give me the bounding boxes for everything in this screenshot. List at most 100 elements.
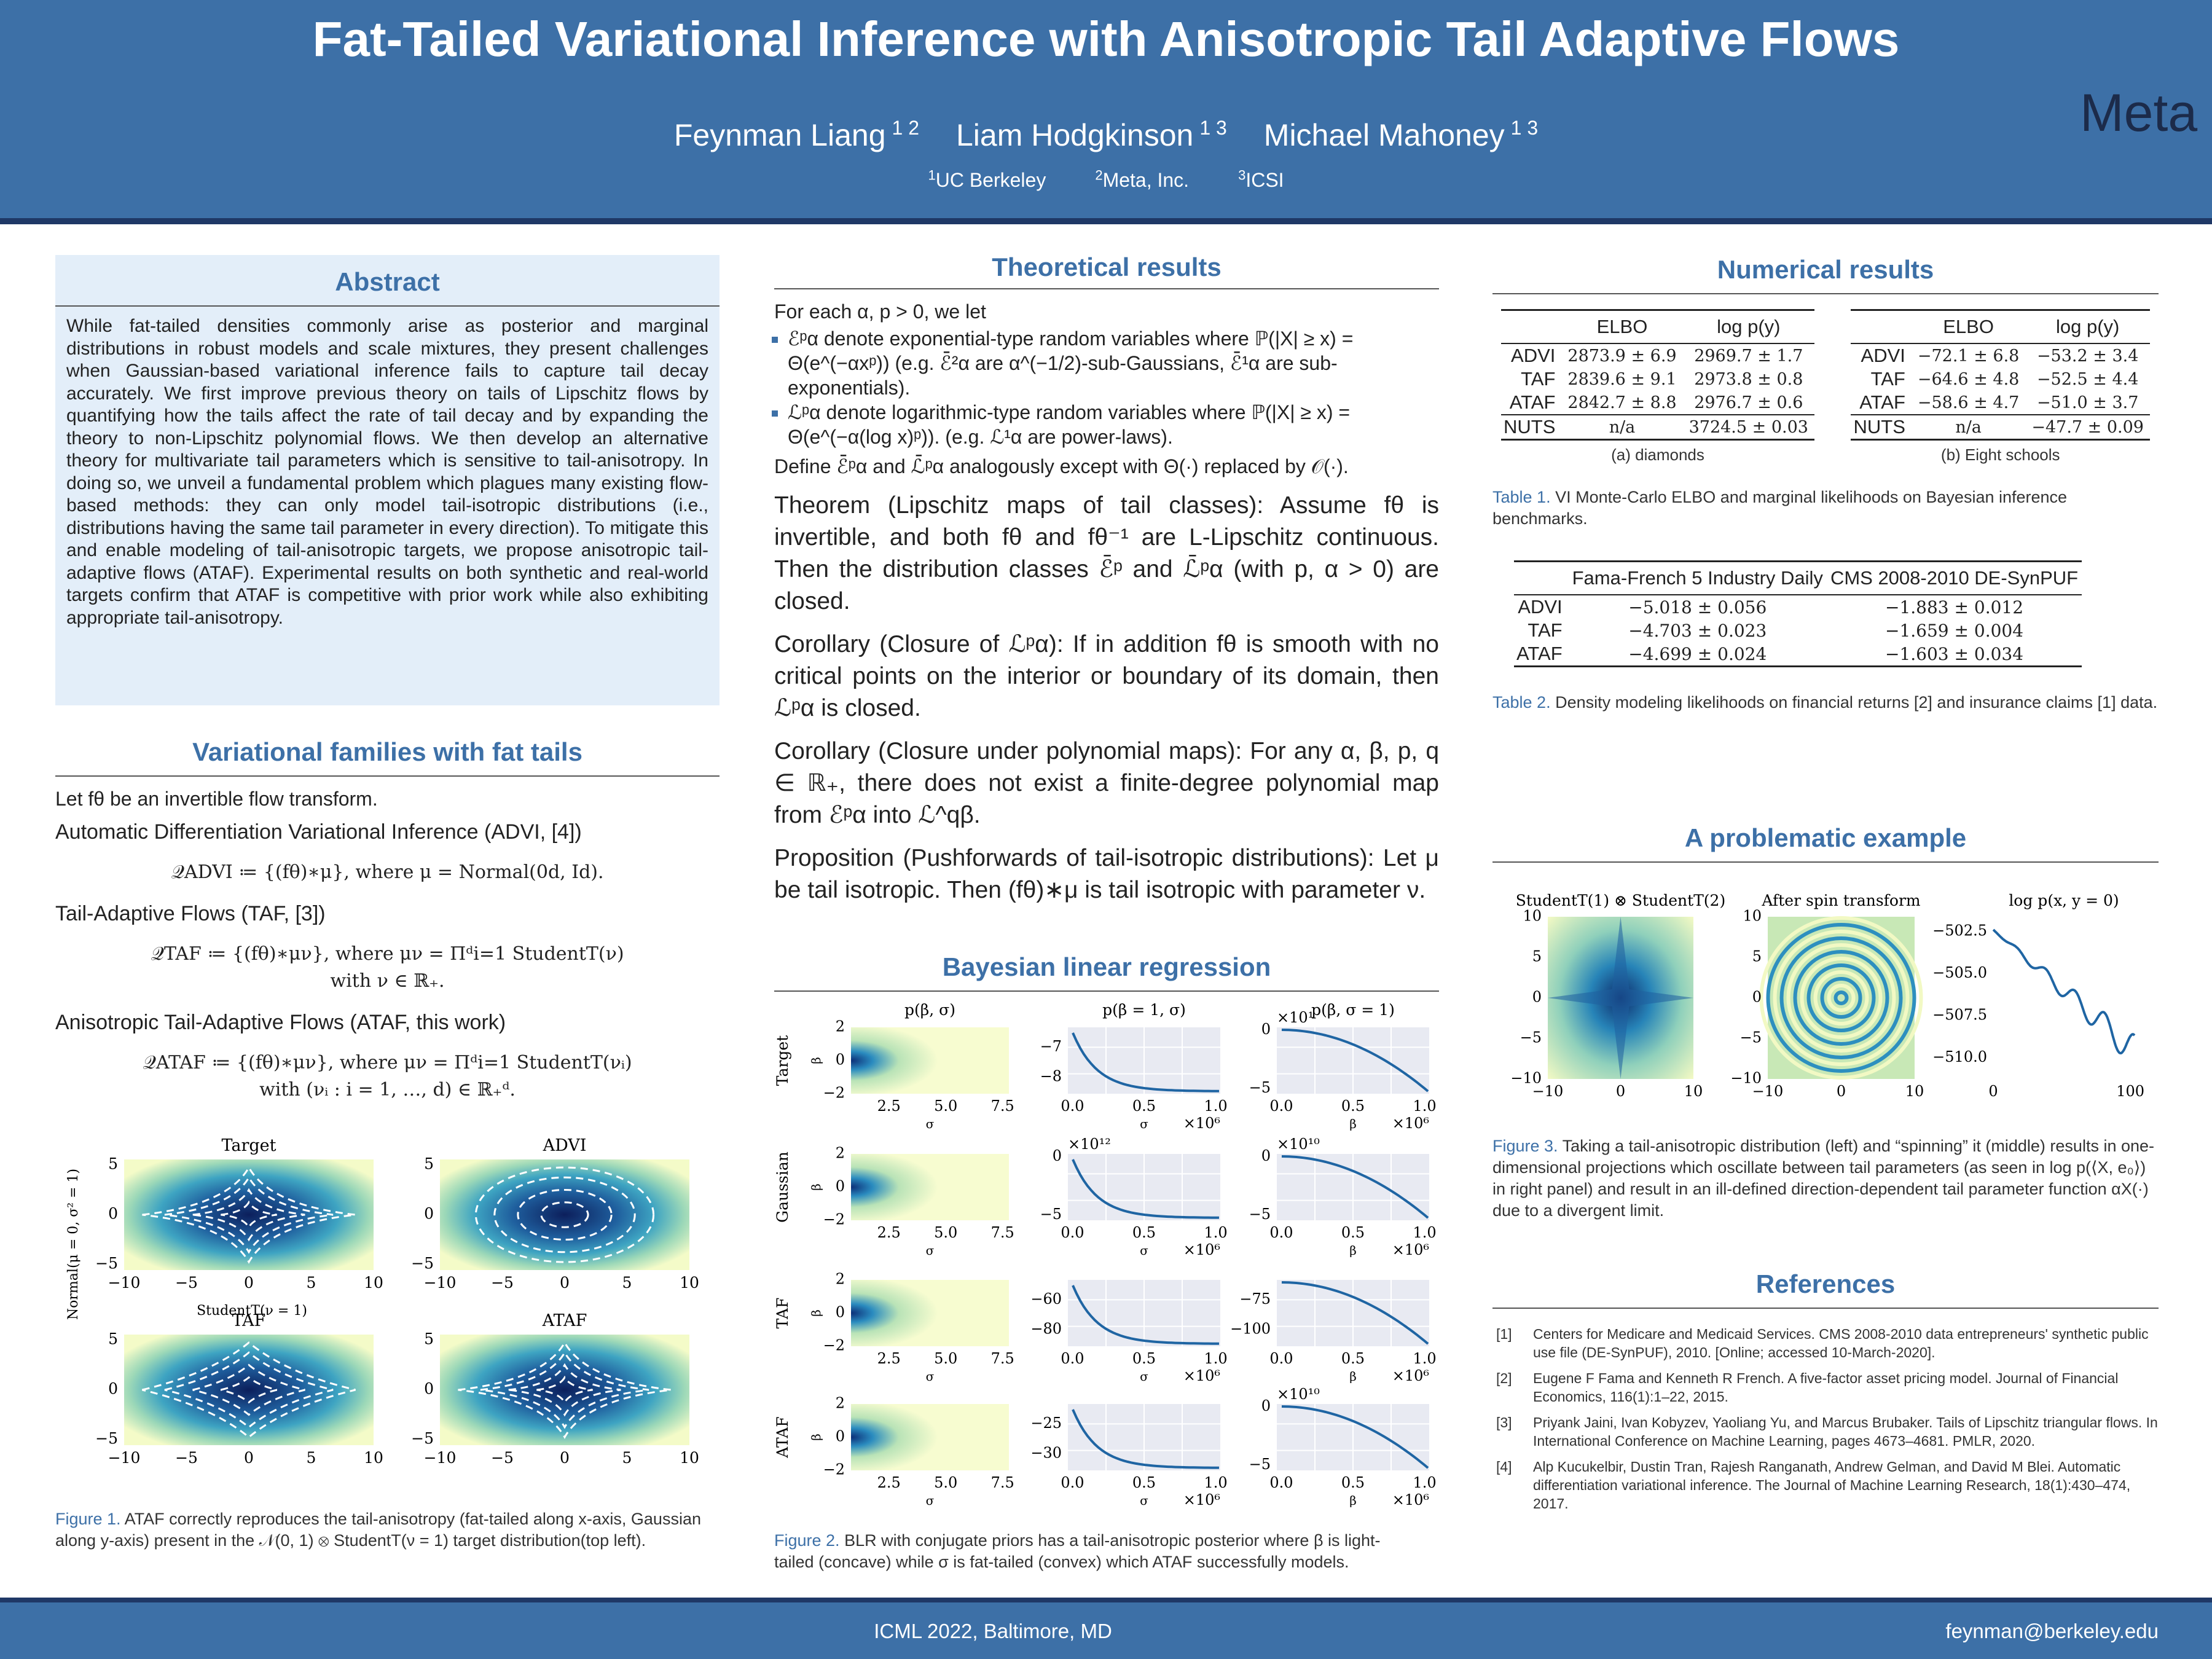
y-tick-label: −100 (1230, 1320, 1271, 1338)
institution-number: 2 (1095, 167, 1103, 182)
y-tick-label: 5 (108, 1330, 118, 1348)
x-tick-label: 5 (622, 1274, 632, 1292)
row: ADVI 2873.9 ± 6.9 2969.7 ± 1.7 (1501, 343, 1814, 367)
contour (164, 1351, 334, 1429)
family-label: Tail-Adaptive Flows (TAF, [3]) (55, 902, 326, 925)
y-tick-label: 0 (1261, 1397, 1271, 1414)
caption-text: BLR with conjugate priors has a tail-ani… (774, 1531, 1381, 1571)
y-tick-label: −5 (1249, 1079, 1271, 1096)
column-header: Fama-French 5 Industry Daily (1572, 567, 1823, 589)
caption-text: Taking a tail-anisotropic distribution (… (1492, 1137, 2155, 1220)
row: TAF −4.703 ± 0.023 −1.659 ± 0.004 (1514, 619, 2082, 642)
y-tick-label: −2 (823, 1337, 845, 1354)
x-multiplier: ×10⁶ (1392, 1115, 1429, 1132)
spiral-ring (1834, 990, 1849, 1005)
contour (142, 1166, 356, 1264)
x-axis-label: σ (926, 1243, 935, 1258)
bullet: ℰᵖα denote exponential-type random varia… (788, 326, 1439, 400)
column-title: p(β = 1, σ) (1102, 1001, 1186, 1019)
x-tick-label: −10 (1752, 1083, 1784, 1100)
header-row: ELBO log p(y) (1501, 310, 1814, 344)
author: Feynman Liang 1 2 (674, 117, 919, 152)
row-label: ADVI (1861, 345, 1905, 366)
family-label: Anisotropic Tail-Adaptive Flows (ATAF, t… (55, 1011, 506, 1034)
y-tick-label: 10 (1743, 908, 1762, 925)
y-tick-label: 0 (1532, 989, 1542, 1006)
caption-label: Table 1. (1492, 488, 1551, 506)
figure-caption: Figure 1. ATAF correctly reproduces the … (55, 1508, 720, 1551)
statement-label: Corollary (Closure of ℒᵖα) (774, 631, 1057, 657)
figure-caption: Figure 2. BLR with conjugate priors has … (774, 1530, 1389, 1573)
contour (220, 1376, 278, 1404)
cell: 3724.5 ± 0.03 (1688, 417, 1808, 437)
y-tick-label: −5 (95, 1255, 118, 1273)
corner-cell (1851, 310, 1911, 344)
table: ELBO log p(y) ADVI −72.1 ± 6.8 −53.2 ± 3.4 TA… (1851, 309, 2150, 441)
corner-cell (1501, 310, 1561, 344)
x-axis-label: σ (926, 1369, 935, 1384)
families: Automatic Differentiation Variational In… (55, 820, 720, 1104)
cell: −4.703 ± 0.023 (1628, 620, 1767, 641)
x-axis-label: β (1349, 1369, 1357, 1384)
contours (142, 1341, 356, 1438)
x-tick-label: 5.0 (934, 1474, 957, 1491)
x-tick-label: 0.5 (1132, 1474, 1156, 1491)
column-header: ELBO (1943, 316, 1994, 337)
x-tick-label: 0.0 (1269, 1224, 1293, 1241)
row: TAF 2839.6 ± 9.1 2973.8 ± 0.8 (1501, 367, 1814, 391)
row: ADVI −72.1 ± 6.8 −53.2 ± 3.4 (1851, 343, 2150, 367)
statement-label: Corollary (Closure under polynomial maps… (774, 738, 1236, 764)
contours (458, 1341, 672, 1439)
y-tick-label: −75 (1239, 1290, 1271, 1308)
x-tick-label: 1.0 (1413, 1350, 1436, 1367)
table: ELBO log p(y) ADVI 2873.9 ± 6.9 2969.7 ± 1.7… (1501, 309, 1814, 441)
y-tick-label: −30 (1030, 1445, 1062, 1462)
y-tick-label: −502.5 (1932, 922, 1987, 939)
caption-label: Table 2. (1492, 693, 1551, 712)
y-tick-label: 5 (1752, 948, 1762, 965)
numerical-section: Numerical results ELBO log p(y) ADVI 2873.9… (1492, 255, 2159, 713)
y-tick-label: −2 (823, 1461, 845, 1478)
x-tick-label: −10 (108, 1449, 141, 1467)
reference-number: [2] (1496, 1370, 1512, 1386)
cell: 2969.7 ± 1.7 (1694, 346, 1803, 366)
spiral-ring (1827, 984, 1856, 1012)
blr-section: Bayesian linear regression (774, 952, 1439, 992)
y-tick-label: 2 (836, 1145, 845, 1162)
cell: −1.883 ± 0.012 (1885, 597, 2024, 618)
x-tick-label: 0.0 (1269, 1097, 1293, 1115)
curve (1281, 1405, 1429, 1469)
abstract: Abstract While fat-tailed densities comm… (55, 255, 720, 705)
panel-title: ADVI (543, 1136, 587, 1155)
spiral-ring (1806, 963, 1876, 1032)
poster-title: Fat-Tailed Variational Inference with An… (312, 12, 1900, 66)
y-tick-label: 2 (836, 1395, 845, 1412)
spiral-ring (1820, 977, 1862, 1019)
x-tick-label: −5 (175, 1449, 198, 1467)
institution: 2Meta, Inc. (1095, 167, 1189, 191)
curve (1281, 1155, 1429, 1219)
row-label: Target (774, 1035, 791, 1086)
cell: −72.1 ± 6.8 (1917, 346, 2020, 366)
x-multiplier: ×10⁶ (1183, 1491, 1220, 1508)
section-heading: Numerical results (1492, 255, 2159, 294)
y-tick-label: 0 (1752, 989, 1762, 1006)
reference-text: Priyank Jaini, Ivan Kobyzev, Yaoliang Yu… (1533, 1414, 2158, 1449)
x-tick-label: 10 (364, 1274, 383, 1292)
y-tick-label: −505.0 (1932, 964, 1987, 981)
row-label: TAF (774, 1298, 791, 1329)
cell: 2973.8 ± 0.8 (1694, 369, 1803, 389)
section-heading: Theoretical results (774, 254, 1439, 289)
spiral-ring (1779, 936, 1903, 1059)
row-label: TAF (1521, 368, 1556, 390)
contour (536, 1375, 593, 1405)
row: ATAF −58.6 ± 4.7 −51.0 ± 3.7 (1851, 391, 2150, 415)
contour (458, 1341, 672, 1439)
heatmap (851, 1404, 1009, 1470)
cell: −1.659 ± 0.004 (1885, 620, 2024, 641)
reference-number: [3] (1496, 1414, 1512, 1430)
subtable-caption: (a) diamonds (1611, 445, 1704, 464)
row: TAF −64.6 ± 4.8 −52.5 ± 4.4 (1851, 367, 2150, 391)
y-axis-label: β (809, 1183, 823, 1191)
intro: Let fθ be an invertible flow transform. (55, 788, 378, 810)
